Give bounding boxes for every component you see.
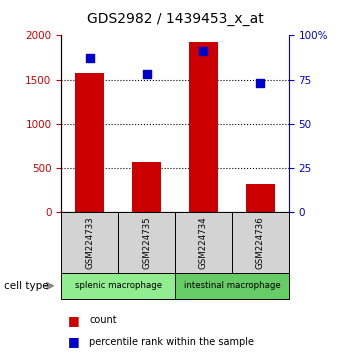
Text: GSM224736: GSM224736 [256, 216, 265, 269]
Text: intestinal macrophage: intestinal macrophage [183, 281, 280, 290]
Point [258, 80, 263, 86]
Point [87, 56, 92, 61]
Bar [189, 42, 218, 212]
Point [144, 72, 149, 77]
Text: ■: ■ [68, 314, 80, 327]
Text: percentile rank within the sample: percentile rank within the sample [89, 337, 254, 347]
Bar [76, 73, 104, 212]
Text: GSM224734: GSM224734 [199, 216, 208, 269]
Text: cell type: cell type [4, 281, 48, 291]
Text: ■: ■ [68, 335, 80, 348]
Text: GSM224735: GSM224735 [142, 216, 151, 269]
Bar [132, 162, 161, 212]
Bar [246, 184, 274, 212]
Point [201, 48, 206, 54]
Text: count: count [89, 315, 117, 325]
Text: GSM224733: GSM224733 [85, 216, 94, 269]
Text: splenic macrophage: splenic macrophage [75, 281, 162, 290]
Text: GDS2982 / 1439453_x_at: GDS2982 / 1439453_x_at [87, 12, 263, 27]
